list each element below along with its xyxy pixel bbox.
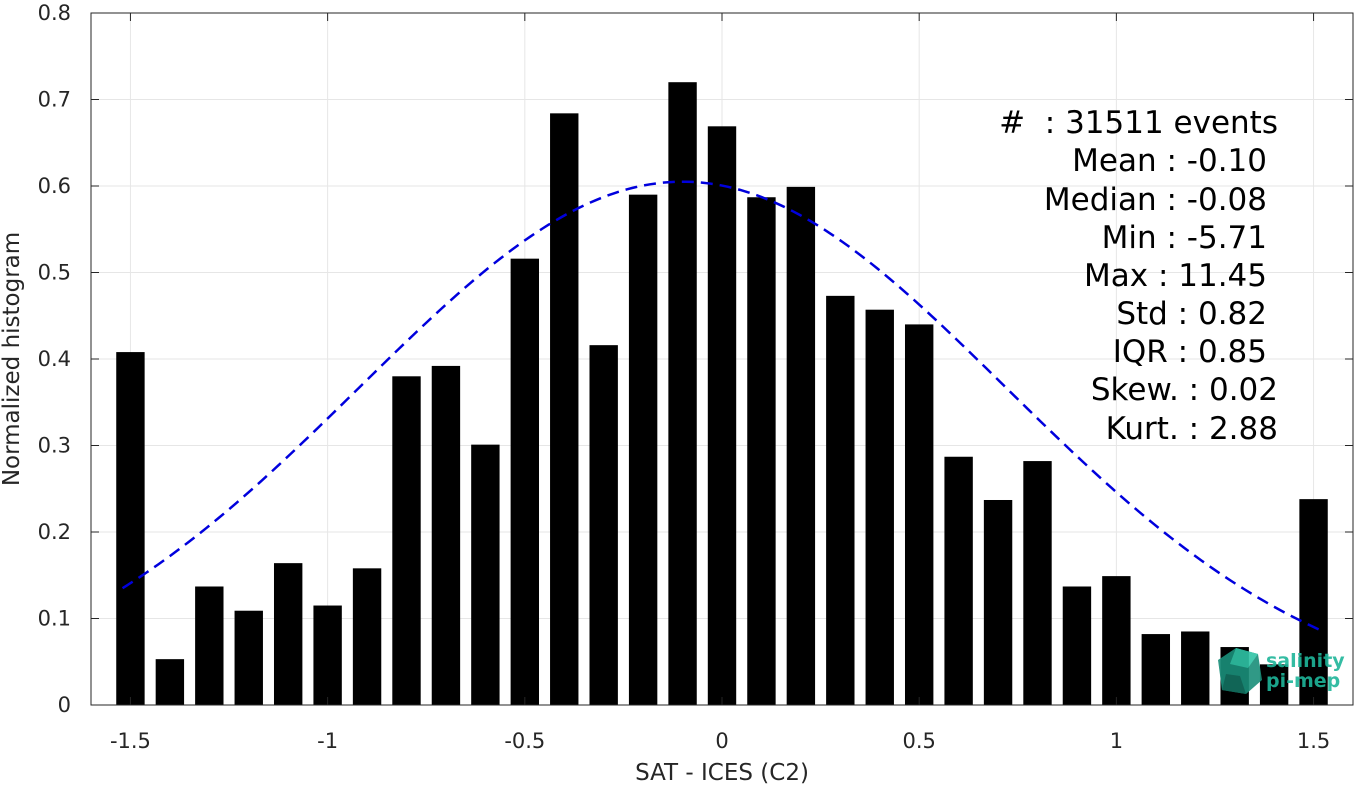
- histogram-bar: [1141, 634, 1171, 705]
- histogram-bar: [273, 563, 303, 705]
- histogram-bar: [392, 376, 421, 705]
- histogram-bar: [313, 605, 342, 705]
- histogram-bar: [471, 444, 500, 705]
- y-tick-labels: 0 0.1 0.2 0.3 0.4 0.5 0.6 0.7 0.8: [38, 1, 71, 717]
- axis-ticks: [91, 12, 1353, 706]
- stat-std: Std : 0.82: [1116, 296, 1267, 332]
- histogram-bar: [195, 586, 224, 705]
- y-tick-label: 0.4: [38, 347, 71, 371]
- y-tick-label: 0.7: [38, 88, 71, 112]
- logo-line1: salinity: [1266, 650, 1345, 672]
- y-tick-label: 0.6: [38, 174, 71, 198]
- logo-line2: pi-mep: [1266, 670, 1340, 692]
- histogram-bar: [589, 345, 618, 705]
- histogram-bar: [707, 126, 737, 705]
- y-tick-label: 0.5: [38, 261, 71, 285]
- x-axis-label: SAT - ICES (C2): [635, 760, 809, 785]
- histogram-bar: [983, 499, 1013, 705]
- x-tick-label: 1: [1110, 729, 1123, 753]
- histogram-bar: [1259, 664, 1289, 705]
- histogram-bar: [234, 610, 263, 705]
- stats-box: # : 31511 events Mean : -0.10 Median : -…: [999, 105, 1278, 447]
- stat-iqr: IQR : 0.85: [1113, 334, 1267, 370]
- histogram-bar: [668, 82, 697, 705]
- histogram-bar: [1062, 586, 1092, 705]
- histogram-bar: [155, 659, 185, 705]
- stat-max: Max : 11.45: [1084, 258, 1267, 294]
- histogram-bar: [431, 365, 461, 705]
- histogram-bar: [944, 456, 973, 705]
- y-tick-label: 0.3: [38, 434, 71, 458]
- histogram-bar: [865, 309, 894, 705]
- histogram-bar: [1181, 631, 1210, 705]
- histogram-bar: [116, 352, 145, 705]
- logo-mark-icon: [1218, 648, 1262, 694]
- histogram-bar: [904, 324, 934, 705]
- histogram-bar: [628, 194, 658, 705]
- salinity-pimep-logo: salinity pi-mep: [1218, 648, 1345, 694]
- x-tick-labels: -1.5 -1 -0.5 0 0.5 1 1.5: [110, 729, 1330, 753]
- bars-group: [116, 82, 1328, 706]
- x-tick-label: -1.5: [110, 729, 151, 753]
- y-axis-label: Normalized histogram: [0, 232, 25, 486]
- x-tick-label: -1: [317, 729, 338, 753]
- y-tick-label: 0: [58, 693, 71, 717]
- histogram-bar: [1299, 499, 1328, 705]
- stat-mean: Mean : -0.10: [1072, 143, 1267, 179]
- x-tick-label: -0.5: [504, 729, 545, 753]
- histogram-bar: [510, 258, 540, 705]
- stat-kurt: Kurt. : 2.88: [1106, 411, 1278, 447]
- y-tick-label: 0.8: [38, 1, 71, 25]
- stat-events: # : 31511 events: [999, 105, 1278, 141]
- histogram-bar: [1023, 461, 1052, 705]
- x-tick-label: 1.5: [1297, 729, 1330, 753]
- histogram-bar: [747, 197, 776, 705]
- histogram-bar: [352, 568, 382, 705]
- histogram-bar: [786, 186, 816, 706]
- x-tick-label: 0: [715, 729, 728, 753]
- y-tick-label: 0.1: [38, 607, 71, 631]
- histogram-bar: [1102, 576, 1131, 705]
- stat-median: Median : -0.08: [1044, 182, 1267, 218]
- y-tick-label: 0.2: [38, 520, 71, 544]
- stat-skew: Skew. : 0.02: [1091, 372, 1278, 408]
- gaussian-fit-curve: [121, 180, 1322, 632]
- stat-min: Min : -5.71: [1102, 220, 1267, 256]
- histogram-bar: [550, 113, 579, 706]
- histogram-bar: [826, 295, 855, 705]
- x-tick-label: 0.5: [902, 729, 935, 753]
